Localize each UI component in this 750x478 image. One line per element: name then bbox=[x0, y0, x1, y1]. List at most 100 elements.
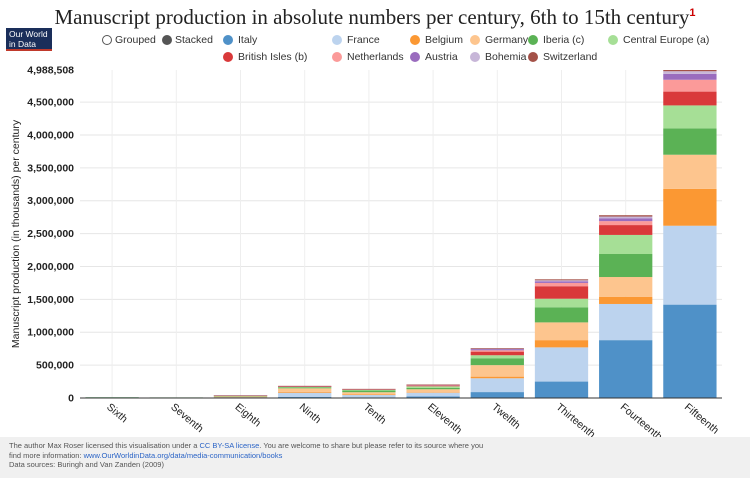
bar-segment-netherlands-fourteenth bbox=[599, 221, 653, 226]
bar-segment-switzerland-thirteenth bbox=[534, 279, 589, 281]
bar-segment-iberia-c-thirteenth bbox=[534, 307, 589, 323]
bar-segment-france-eleventh bbox=[406, 392, 460, 397]
x-tick-label: Thirteenth bbox=[554, 401, 598, 437]
y-tick-label: 2,500,000 bbox=[27, 228, 74, 240]
y-tick-label: 0 bbox=[68, 393, 74, 405]
legend-swatch bbox=[470, 52, 480, 62]
x-tick-label: Twelfth bbox=[489, 401, 522, 432]
bar-segment-central-europe-a-fifteenth bbox=[663, 105, 717, 129]
legend-label: Netherlands bbox=[347, 51, 404, 63]
chart-title-text: Manuscript production in absolute number… bbox=[54, 5, 690, 29]
bar-segment-italy-twelfth bbox=[470, 392, 524, 398]
legend-label: Belgium bbox=[425, 34, 463, 46]
legend-swatch bbox=[332, 35, 342, 45]
legend-item-france[interactable]: France bbox=[332, 34, 380, 46]
bar-segment-austria-fourteenth bbox=[599, 218, 653, 222]
legend-label: British Isles (b) bbox=[238, 51, 308, 63]
legend-item-italy[interactable]: Italy bbox=[223, 34, 257, 46]
bar-segment-germany-tenth bbox=[342, 392, 396, 395]
y-tick-label: 3,500,000 bbox=[27, 162, 74, 174]
bar-segment-netherlands-eleventh bbox=[406, 385, 460, 386]
x-tick-label: Seventh bbox=[168, 401, 205, 435]
bar-segment-germany-eleventh bbox=[406, 389, 460, 393]
bar-segment-italy-thirteenth bbox=[534, 381, 589, 398]
legend-item-switzerland[interactable]: Switzerland bbox=[528, 51, 597, 63]
grouped-radio-icon bbox=[102, 35, 112, 45]
bar-segment-belgium-eighth bbox=[213, 396, 268, 398]
our-world-in-data-logo[interactable]: Our World in Data bbox=[6, 28, 52, 51]
legend-swatch bbox=[528, 35, 538, 45]
bar-segment-central-europe-a-twelfth bbox=[470, 355, 524, 359]
x-tick-label: Fifteenth bbox=[682, 401, 721, 437]
y-tick-label: 1,500,000 bbox=[27, 294, 74, 306]
bar-segment-iberia-c-eleventh bbox=[406, 387, 460, 390]
bar-segment-germany-eighth bbox=[213, 396, 268, 397]
bar-segment-belgium-fourteenth bbox=[599, 296, 653, 304]
bar-segment-france-ninth bbox=[278, 392, 332, 398]
x-tick-label: Eleventh bbox=[425, 401, 464, 437]
bar-segment-austria-fifteenth bbox=[663, 73, 717, 80]
bar-segment-iberia-c-twelfth bbox=[470, 358, 524, 366]
legend-item-bohemia[interactable]: Bohemia bbox=[470, 51, 526, 63]
data-sources-text: Data sources: Buringh and Van Zanden (20… bbox=[9, 460, 164, 469]
x-tick-label: Fourteenth bbox=[618, 401, 665, 437]
legend-item-germany[interactable]: Germany bbox=[470, 34, 528, 46]
bar-segment-central-europe-a-eighth bbox=[213, 395, 268, 397]
legend-item-belgium[interactable]: Belgium bbox=[410, 34, 463, 46]
y-tick-label: 2,000,000 bbox=[27, 261, 74, 273]
legend-item-iberia-c[interactable]: Iberia (c) bbox=[528, 34, 584, 46]
legend-swatch bbox=[223, 52, 233, 62]
legend-swatch bbox=[528, 52, 538, 62]
x-tick-label: Eighth bbox=[233, 401, 264, 429]
bar-segment-switzerland-fourteenth bbox=[599, 215, 653, 217]
bar-segment-belgium-fifteenth bbox=[663, 188, 717, 226]
bar-segment-france-thirteenth bbox=[534, 347, 589, 382]
bar-chart: 0 500,000 1,000,000 1,500,000 2,000,000 2,500… bbox=[10, 65, 722, 437]
legend-label: France bbox=[347, 34, 380, 46]
bar-segment-italy-fifteenth bbox=[663, 304, 717, 398]
bar-segment-iberia-c-tenth bbox=[342, 390, 396, 393]
license-link[interactable]: CC BY-SA license bbox=[199, 441, 260, 450]
bar-segment-switzerland-tenth bbox=[342, 388, 396, 390]
bar-segment-british-isles-b-thirteenth bbox=[534, 286, 589, 299]
bar-segment-british-isles-b-fourteenth bbox=[599, 225, 653, 235]
legend-item-central-europe-a[interactable]: Central Europe (a) bbox=[608, 34, 709, 46]
bar-segment-belgium-eleventh bbox=[406, 392, 460, 393]
grouped-radio[interactable]: Grouped bbox=[102, 34, 156, 46]
legend-swatch bbox=[410, 52, 420, 62]
bar-segment-switzerland-eighth bbox=[213, 395, 268, 396]
y-tick-label: 4,500,000 bbox=[27, 97, 74, 109]
legend-label: Italy bbox=[238, 34, 258, 46]
bar-segment-central-europe-a-fourteenth bbox=[599, 234, 653, 255]
legend-item-british-isles-b[interactable]: British Isles (b) bbox=[223, 51, 307, 63]
chart-title: Manuscript production in absolute number… bbox=[0, 0, 750, 30]
legend-swatch bbox=[332, 52, 342, 62]
bar-segment-italy-fourteenth bbox=[599, 340, 653, 398]
legend-label: Bohemia bbox=[485, 51, 527, 63]
bar-segment-italy-eleventh bbox=[406, 396, 460, 398]
bar-segment-switzerland-twelfth bbox=[470, 348, 524, 349]
bar-segment-switzerland-eleventh bbox=[406, 384, 460, 386]
bar-segment-british-isles-b-eleventh bbox=[406, 385, 460, 387]
stacked-label: Stacked bbox=[175, 34, 213, 46]
stacked-radio[interactable]: Stacked bbox=[162, 34, 213, 46]
bar-segment-austria-thirteenth bbox=[534, 281, 589, 283]
x-tick-label: Ninth bbox=[297, 401, 324, 426]
title-footnote-marker[interactable]: 1 bbox=[689, 7, 696, 19]
bar-segment-belgium-thirteenth bbox=[534, 340, 589, 348]
bar-segment-british-isles-b-fifteenth bbox=[663, 91, 717, 106]
source-url-link[interactable]: www.OurWorldinData.org/data/media-commun… bbox=[83, 450, 283, 460]
bar-segment-france-twelfth bbox=[470, 378, 524, 393]
bar-segment-central-europe-a-eleventh bbox=[406, 386, 460, 388]
bar-segment-bohemia-fifteenth bbox=[663, 71, 717, 74]
bar-segment-netherlands-thirteenth bbox=[534, 282, 589, 287]
legend-item-austria[interactable]: Austria bbox=[410, 51, 458, 63]
y-tick-label: 500,000 bbox=[36, 360, 74, 372]
legend-item-netherlands[interactable]: Netherlands bbox=[332, 51, 404, 63]
legend-label: Central Europe (a) bbox=[623, 34, 710, 46]
bar-segment-switzerland-fifteenth bbox=[663, 70, 717, 72]
logo-underline bbox=[6, 49, 52, 51]
y-tick-label: 3,000,000 bbox=[27, 195, 74, 207]
logo-line-1: Our World bbox=[9, 29, 48, 39]
y-max-label: 4,988,508 bbox=[27, 65, 74, 77]
